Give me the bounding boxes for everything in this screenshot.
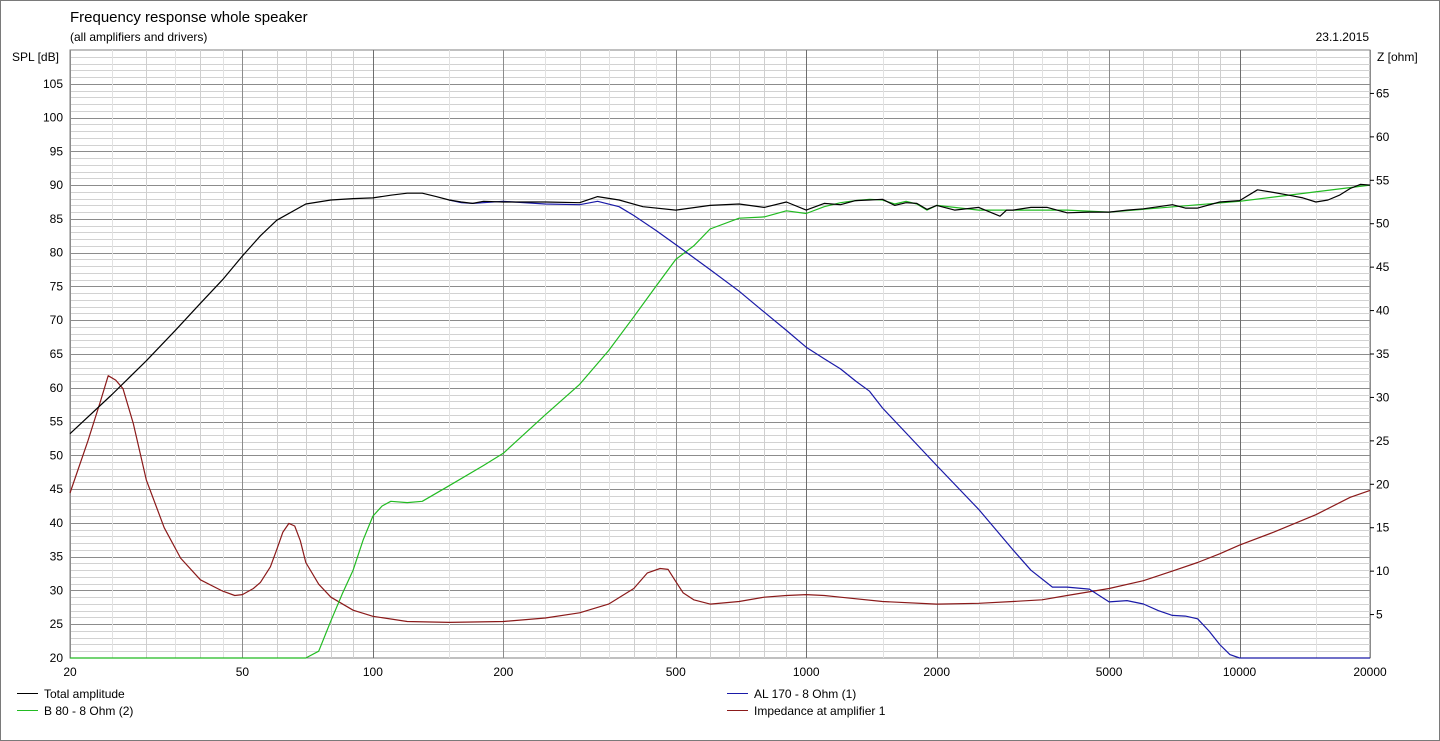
y-tick-label: 80 bbox=[50, 246, 64, 260]
y2-tick-label: 40 bbox=[1376, 304, 1390, 318]
y-tick-label: 105 bbox=[43, 77, 63, 91]
legend-item-total-amplitude: Total amplitude bbox=[17, 687, 217, 701]
chart-subtitle: (all amplifiers and drivers) bbox=[70, 30, 208, 44]
y-tick-label: 85 bbox=[50, 212, 64, 226]
x-tick-label: 2000 bbox=[923, 665, 950, 679]
y-tick-label: 50 bbox=[50, 448, 64, 462]
y2-tick-label: 50 bbox=[1376, 217, 1390, 231]
y2-tick-label: 25 bbox=[1376, 434, 1390, 448]
chart-title: Frequency response whole speaker bbox=[70, 9, 308, 26]
x-tick-label: 20000 bbox=[1353, 665, 1387, 679]
y-tick-label: 55 bbox=[50, 415, 64, 429]
series-lines bbox=[69, 183, 1371, 659]
x-tick-label: 500 bbox=[666, 665, 686, 679]
x-tick-label: 50 bbox=[236, 665, 250, 679]
y-tick-label: 65 bbox=[50, 347, 64, 361]
legend-label: Impedance at amplifier 1 bbox=[754, 704, 886, 718]
x-tick-label: 100 bbox=[363, 665, 383, 679]
y-tick-label: 20 bbox=[50, 651, 64, 665]
legend-swatch bbox=[17, 710, 38, 711]
tick-labels: 20 50 100 200 500 1000 2000 5000 10000 20000 20 25 3… bbox=[43, 77, 1390, 679]
series-line-al-170-8-ohm-1 bbox=[449, 199, 1370, 659]
series-line-total-amplitude bbox=[69, 183, 1371, 435]
x-tick-label: 200 bbox=[493, 665, 513, 679]
y2-tick-label: 10 bbox=[1376, 564, 1390, 578]
y-tick-label: 30 bbox=[50, 583, 64, 597]
legend-swatch bbox=[727, 710, 748, 711]
legend-item-impedance: Impedance at amplifier 1 bbox=[727, 704, 947, 718]
y2-tick-label: 20 bbox=[1376, 477, 1390, 491]
y2-tick-label: 60 bbox=[1376, 130, 1390, 144]
legend-item-b80: B 80 - 8 Ohm (2) bbox=[17, 704, 217, 718]
legend-swatch bbox=[17, 693, 38, 694]
y2-tick-label: 55 bbox=[1376, 173, 1390, 187]
legend-swatch bbox=[727, 693, 748, 694]
y-tick-label: 90 bbox=[50, 178, 64, 192]
y2-tick-label: 5 bbox=[1376, 608, 1383, 622]
y-axis-label-spl: SPL [dB] bbox=[12, 50, 59, 64]
y2-tick-label: 45 bbox=[1376, 260, 1390, 274]
y2-tick-label: 15 bbox=[1376, 521, 1390, 535]
legend-item-al170: AL 170 - 8 Ohm (1) bbox=[727, 687, 947, 701]
y-tick-label: 40 bbox=[50, 516, 64, 530]
y-tick-label: 75 bbox=[50, 279, 64, 293]
y-tick-label: 70 bbox=[50, 313, 64, 327]
grid-lines bbox=[69, 49, 1371, 659]
y-tick-label: 60 bbox=[50, 381, 64, 395]
y2-tick-label: 65 bbox=[1376, 86, 1390, 100]
y2-tick-label: 35 bbox=[1376, 347, 1390, 361]
y-axis-label-impedance: Z [ohm] bbox=[1377, 50, 1418, 64]
y-tick-label: 45 bbox=[50, 482, 64, 496]
legend-label: AL 170 - 8 Ohm (1) bbox=[754, 687, 857, 701]
x-tick-label: 20 bbox=[63, 665, 77, 679]
legend-label: Total amplitude bbox=[44, 687, 125, 701]
x-tick-label: 5000 bbox=[1096, 665, 1123, 679]
y-tick-label: 25 bbox=[50, 617, 64, 631]
legend-label: B 80 - 8 Ohm (2) bbox=[44, 704, 134, 718]
x-tick-label: 10000 bbox=[1223, 665, 1257, 679]
y-tick-label: 100 bbox=[43, 111, 63, 125]
series-line-impedance-at-amplifier-1 bbox=[69, 375, 1371, 624]
x-tick-label: 1000 bbox=[793, 665, 820, 679]
y2-tick-label: 30 bbox=[1376, 390, 1390, 404]
y-tick-label: 35 bbox=[50, 550, 64, 564]
chart-date: 23.1.2015 bbox=[1315, 30, 1369, 44]
y-tick-label: 95 bbox=[50, 144, 64, 158]
